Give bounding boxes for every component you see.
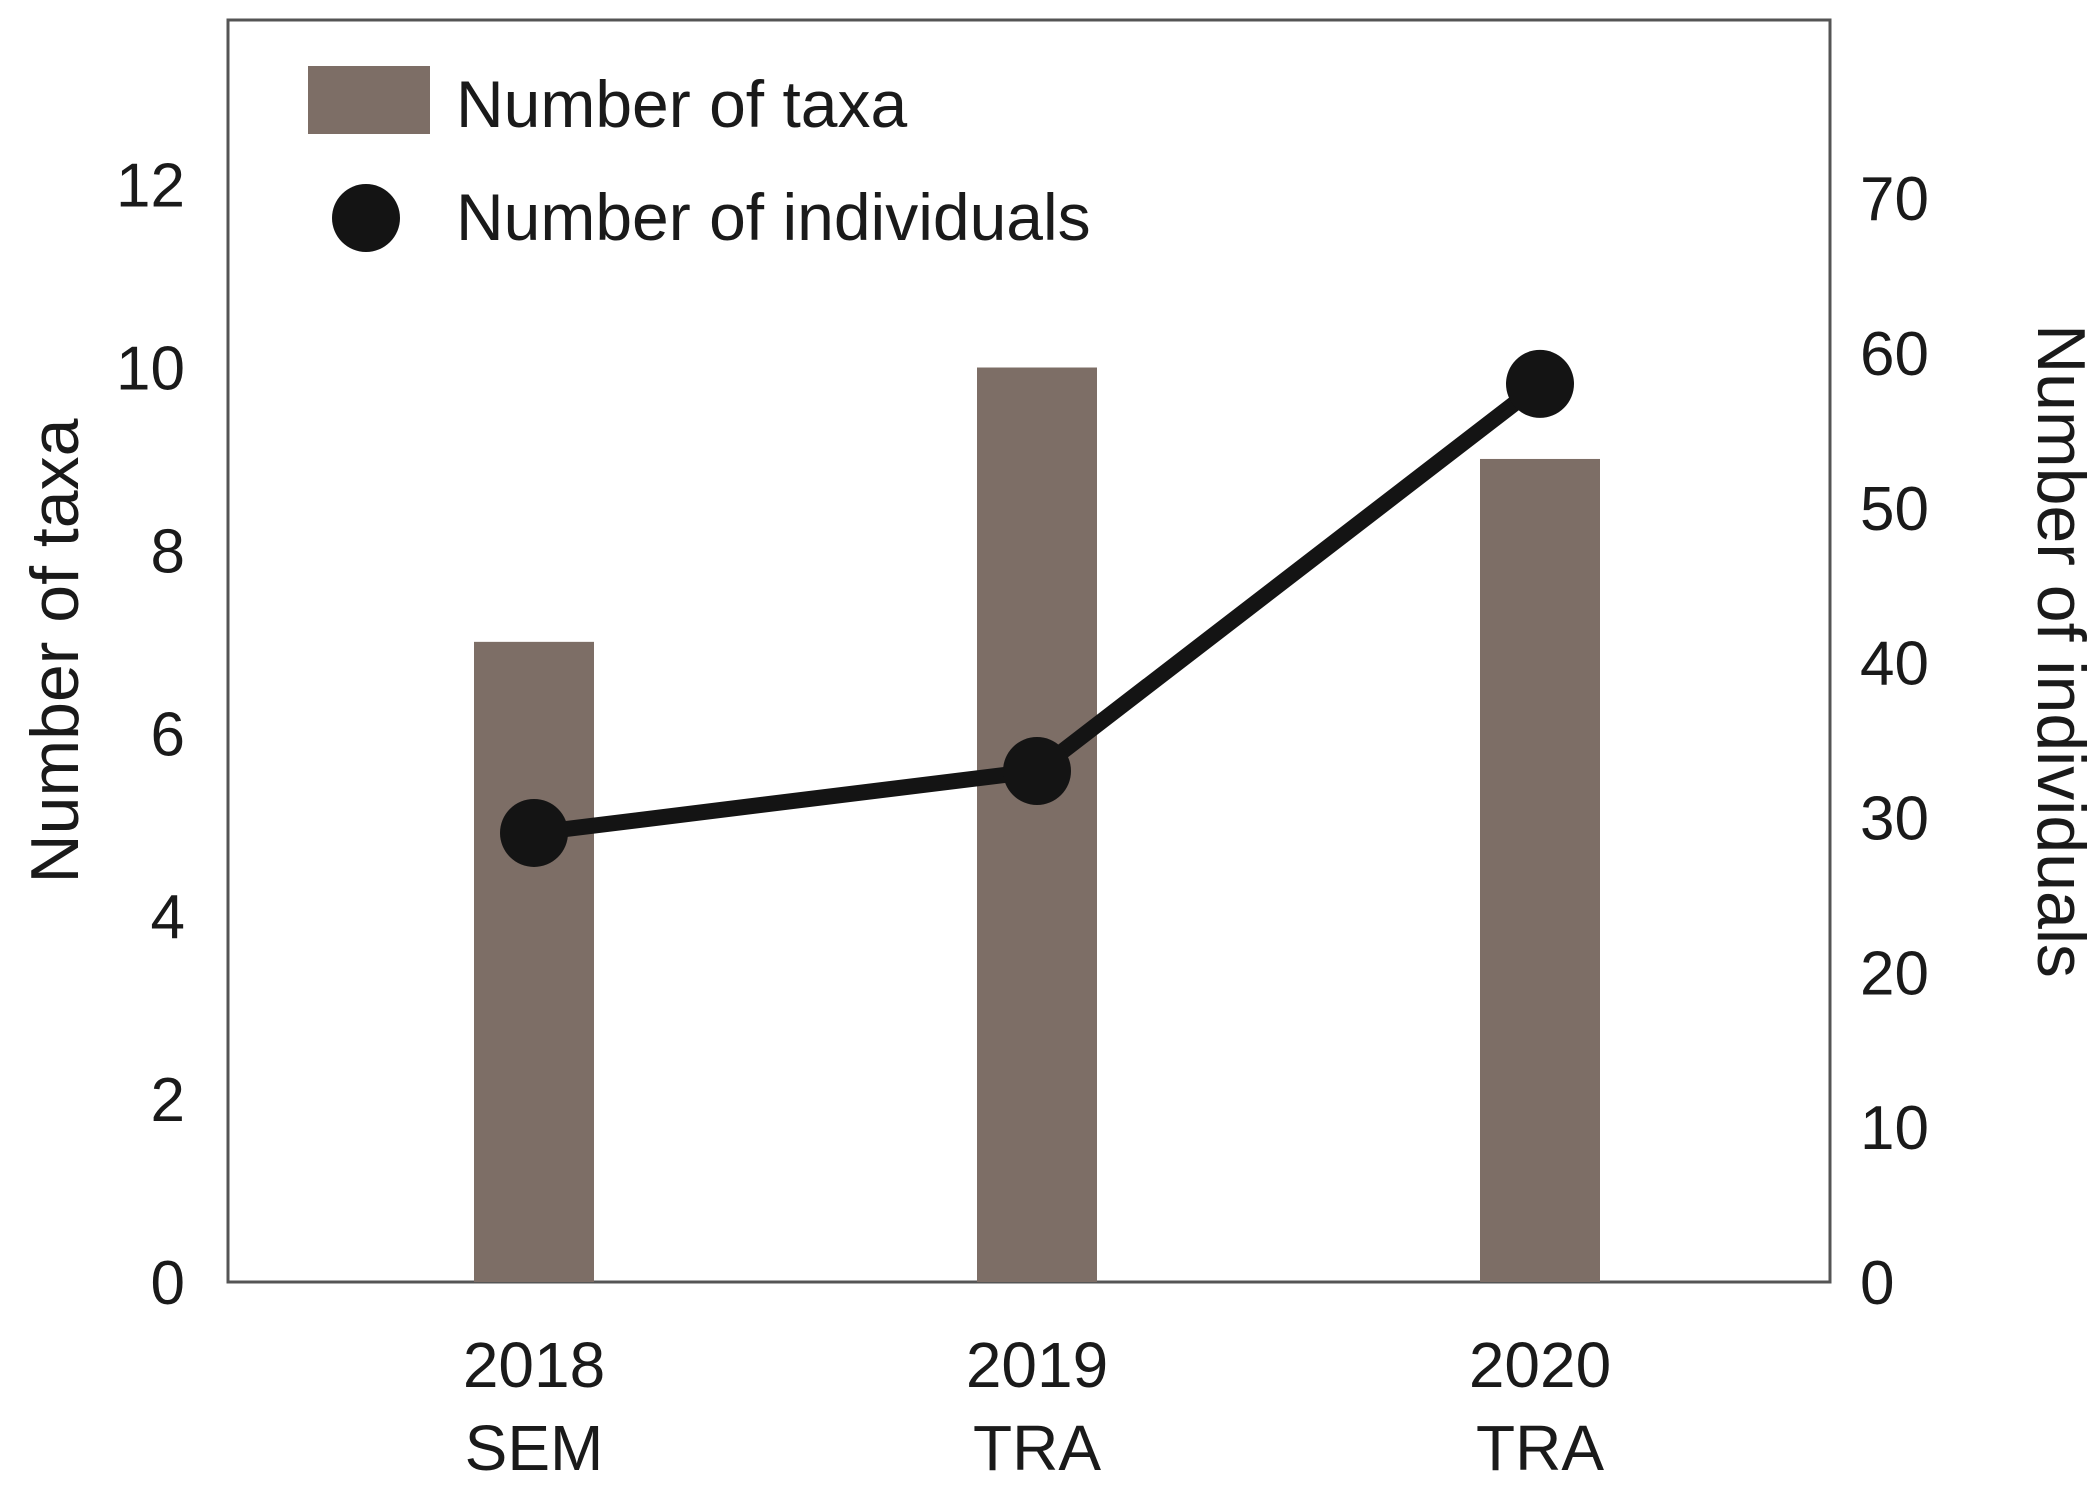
right-tick-label: 10 bbox=[1860, 1094, 1929, 1163]
left-axis-ticks: 0 2 4 6 8 10 12 bbox=[116, 152, 185, 1318]
individuals-point-2018 bbox=[500, 798, 568, 867]
left-tick-label: 8 bbox=[151, 517, 185, 586]
individuals-line-group bbox=[500, 349, 1574, 867]
right-axis-ticks: 0 10 20 30 40 50 60 70 bbox=[1860, 165, 1929, 1318]
category-year-label: 2020 bbox=[1469, 1329, 1611, 1401]
right-tick-label: 50 bbox=[1860, 475, 1929, 544]
left-tick-label: 0 bbox=[151, 1249, 185, 1318]
individuals-point-2020 bbox=[1506, 349, 1574, 418]
legend-swatch-taxa bbox=[308, 66, 430, 134]
category-year-label: 2019 bbox=[966, 1329, 1108, 1401]
right-tick-label: 70 bbox=[1860, 165, 1929, 234]
bar-2018 bbox=[474, 641, 594, 1282]
legend-label-taxa: Number of taxa bbox=[456, 67, 907, 141]
right-tick-label: 60 bbox=[1860, 320, 1929, 389]
category-labels: 2018 SEM 2019 TRA 2020 TRA bbox=[463, 1329, 1611, 1484]
right-tick-label: 0 bbox=[1860, 1249, 1894, 1318]
category-code-label: SEM bbox=[465, 1412, 604, 1484]
bar-2020 bbox=[1480, 458, 1600, 1282]
legend-label-individuals: Number of individuals bbox=[456, 180, 1091, 254]
left-tick-label: 12 bbox=[116, 152, 185, 221]
right-axis-title: Number of individuals bbox=[2023, 324, 2097, 978]
left-tick-label: 6 bbox=[151, 700, 185, 769]
bar-2019 bbox=[977, 367, 1097, 1283]
legend: Number of taxa Number of individuals bbox=[308, 66, 1091, 254]
category-year-label: 2018 bbox=[463, 1329, 605, 1401]
left-axis-title: Number of taxa bbox=[17, 418, 93, 883]
right-tick-label: 20 bbox=[1860, 939, 1929, 1008]
right-tick-label: 30 bbox=[1860, 784, 1929, 853]
category-code-label: TRA bbox=[973, 1412, 1101, 1484]
bar-group bbox=[474, 367, 1600, 1283]
left-tick-label: 10 bbox=[116, 335, 185, 404]
left-tick-label: 2 bbox=[151, 1066, 185, 1135]
individuals-point-2019 bbox=[1003, 737, 1071, 806]
right-tick-label: 40 bbox=[1860, 630, 1929, 699]
legend-marker-individuals bbox=[332, 184, 400, 252]
left-tick-label: 4 bbox=[151, 883, 185, 952]
category-code-label: TRA bbox=[1476, 1412, 1604, 1484]
